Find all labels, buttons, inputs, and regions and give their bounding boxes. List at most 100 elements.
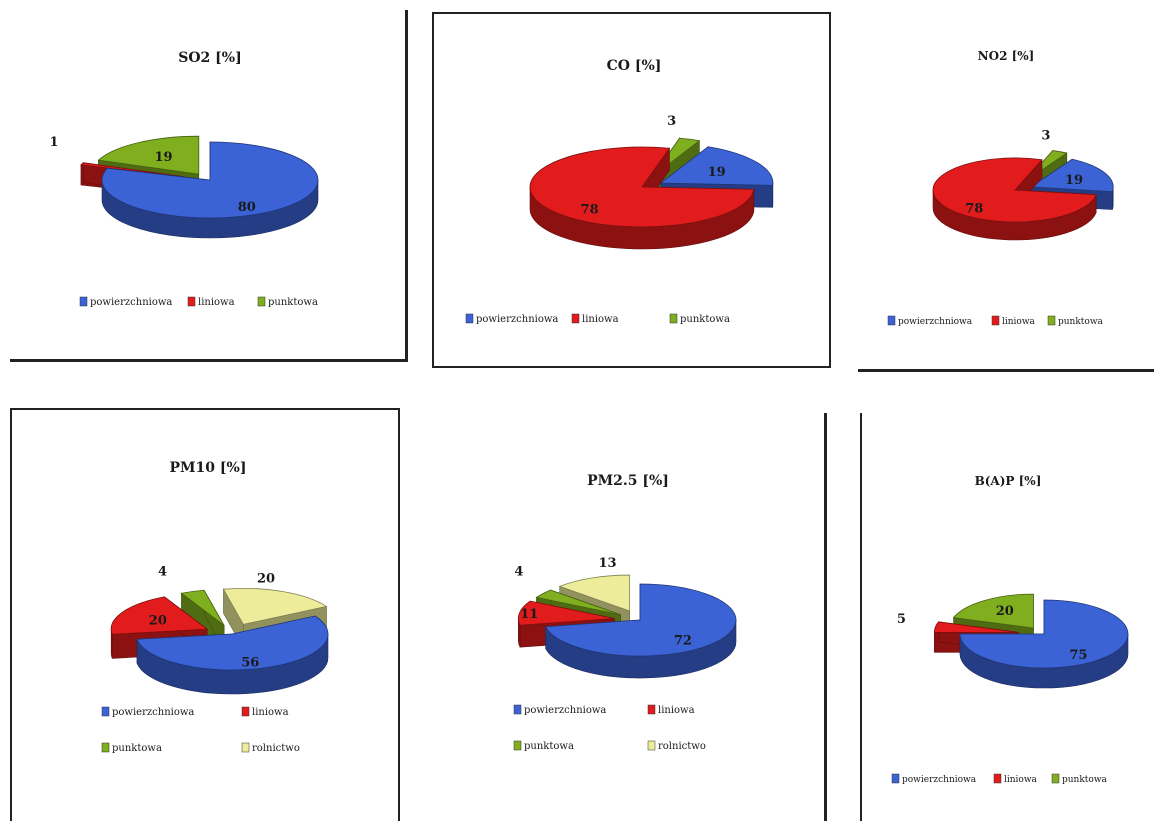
chart-panel-bap: B(A)P [%] 75 5 20 powierzchniowa liniowa punkt… [860,413,1154,821]
legend-swatch [891,773,900,784]
legend-item-powierzchniowa: powierzchniowa [891,773,977,785]
legend-swatch [257,296,266,307]
legend-swatch [887,315,896,326]
legend-label: liniowa [582,314,619,325]
chart-panel-co: CO [%] 19 78 3 powierzchniowa liniowa punktowa [432,12,831,368]
legend-label: liniowa [1002,317,1036,327]
pie-chart-no2: NO2 [%] 19 78 3 powierzchniowa liniowa punktow… [887,49,1114,327]
legend-item-liniowa: liniowa [187,296,235,308]
legend-item-rolnictwo: rolnictwo [241,742,300,754]
legend-swatch [101,706,110,717]
legend-swatch [513,740,522,751]
data-label-rolnictwo: 20 [257,571,275,586]
legend-swatch [241,742,250,753]
legend-item-punktowa: punktowa [1047,315,1104,327]
legend-swatch [101,742,110,753]
legend-item-punktowa: punktowa [101,742,162,754]
legend-swatch [647,740,656,751]
legend-item-punktowa: punktowa [669,313,730,325]
pie-chart-pm10: PM10 [%] 56 20 4 20 powierzchniowa liniowa punk… [101,460,329,754]
legend-swatch [571,313,580,324]
chart-panel-pm10: PM10 [%] 56 20 4 20 powierzchniowa liniowa punk… [10,408,400,821]
legend-label: liniowa [658,705,695,716]
legend-label: punktowa [268,297,318,308]
pie-chart-pm25: PM2.5 [%] 72 11 4 13 powierzchniowa liniowa pun… [513,473,737,752]
pie-slice-powierzchniowa [545,583,737,679]
legend-item-liniowa: liniowa [991,315,1036,327]
legend-item-liniowa: liniowa [571,313,619,325]
legend-label: powierzchniowa [112,707,194,718]
legend-swatch [465,313,474,324]
legend-label: liniowa [1004,775,1038,785]
data-label-liniowa: 78 [581,203,599,218]
chart-title: SO2 [%] [178,50,241,66]
legend-label: powierzchniowa [902,775,977,785]
legend-item-powierzchniowa: powierzchniowa [465,313,558,325]
chart-panel-so2: SO2 [%] 80 1 19 powierzchniowa liniowa punktow… [10,10,408,362]
legend-item-powierzchniowa: powierzchniowa [513,704,606,716]
data-label-powierzchniowa: 19 [708,165,726,180]
chart-title: PM2.5 [%] [587,473,669,489]
pie-chart-so2: SO2 [%] 80 1 19 powierzchniowa liniowa punktow… [50,50,319,308]
pie-slice-liniowa [932,157,1097,241]
pie-slice-powierzchniowa [136,615,329,695]
data-label-punktowa: 19 [155,150,173,165]
data-label-liniowa: 11 [520,607,538,622]
data-label-punktowa: 20 [996,604,1014,619]
legend-label: rolnictwo [658,741,706,752]
legend-label: liniowa [252,707,289,718]
data-label-liniowa: 1 [50,135,59,150]
data-label-powierzchniowa: 19 [1065,173,1083,188]
data-label-rolnictwo: 13 [599,556,617,571]
legend-label: rolnictwo [252,743,300,754]
legend-item-liniowa: liniowa [993,773,1038,785]
legend-label: powierzchniowa [524,705,606,716]
legend-label: powierzchniowa [898,317,973,327]
legend-label: powierzchniowa [90,297,172,308]
legend-item-rolnictwo: rolnictwo [647,740,706,752]
pie-chart-co: CO [%] 19 78 3 powierzchniowa liniowa punktowa [465,58,774,325]
legend-swatch [79,296,88,307]
legend-label: punktowa [1062,775,1108,785]
legend-label: punktowa [112,743,162,754]
legend-item-powierzchniowa: powierzchniowa [887,315,973,327]
pie-slice-powierzchniowa [101,141,319,239]
legend-label: powierzchniowa [476,314,558,325]
data-label-punktowa: 3 [1041,129,1050,144]
legend-swatch [1051,773,1060,784]
legend-item-punktowa: punktowa [513,740,574,752]
legend-item-punktowa: punktowa [257,296,318,308]
chart-title: NO2 [%] [978,49,1035,63]
data-label-punktowa: 4 [514,565,523,580]
data-label-punktowa: 4 [158,565,167,580]
legend-swatch [991,315,1000,326]
legend-swatch [187,296,196,307]
legend-item-powierzchniowa: powierzchniowa [79,296,172,308]
pie-slice-powierzchniowa [959,599,1129,689]
legend-item-liniowa: liniowa [647,704,695,716]
legend-label: liniowa [198,297,235,308]
legend-label: punktowa [680,314,730,325]
legend-item-powierzchniowa: powierzchniowa [101,706,194,718]
data-label-powierzchniowa: 72 [674,633,692,648]
legend-item-liniowa: liniowa [241,706,289,718]
legend-swatch [993,773,1002,784]
chart-title: B(A)P [%] [975,474,1042,488]
legend-swatch [513,704,522,715]
legend-label: punktowa [1058,317,1104,327]
legend-swatch [669,313,678,324]
legend-label: punktowa [524,741,574,752]
chart-title: CO [%] [607,58,662,74]
data-label-powierzchniowa: 75 [1069,648,1087,663]
legend-swatch [241,706,250,717]
data-label-powierzchniowa: 56 [241,656,259,671]
data-label-punktowa: 3 [667,114,676,129]
data-label-liniowa: 78 [965,202,983,217]
pie-slice-liniowa [529,146,755,250]
legend-swatch [1047,315,1056,326]
data-label-powierzchniowa: 80 [238,200,256,215]
chart-panel-pm25: PM2.5 [%] 72 11 4 13 powierzchniowa liniowa pun… [430,413,827,821]
data-label-liniowa: 5 [897,612,906,627]
legend-swatch [647,704,656,715]
pie-chart-bap: B(A)P [%] 75 5 20 powierzchniowa liniowa punkt… [891,474,1129,785]
